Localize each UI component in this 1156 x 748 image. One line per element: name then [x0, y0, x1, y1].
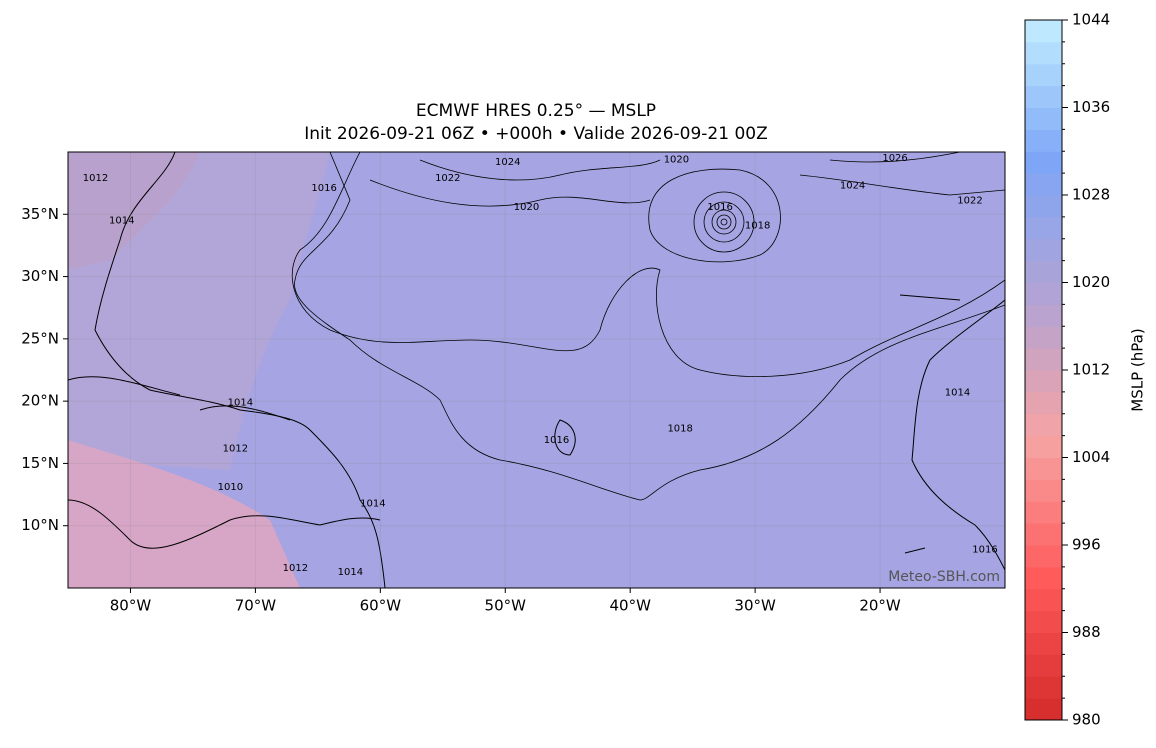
colorbar-band: [1025, 107, 1062, 130]
colorbar-band: [1025, 216, 1062, 240]
colorbar-band: [1025, 566, 1062, 590]
map-field: [68, 152, 1005, 588]
x-tick-label: 60°W: [360, 597, 402, 615]
contour-label: 1022: [957, 196, 982, 207]
colorbar-band: [1025, 501, 1062, 524]
colorbar-band: [1025, 632, 1062, 655]
contour-label: 1024: [840, 181, 865, 192]
colorbar-band: [1025, 479, 1062, 502]
chart-title: ECMWF HRES 0.25° — MSLP: [416, 101, 656, 121]
contour-label: 1016: [544, 435, 569, 446]
contour-label: 1024: [495, 157, 520, 168]
contour-label: 1012: [83, 173, 108, 184]
colorbar-tick-label: 1012: [1072, 361, 1110, 379]
colorbar-band: [1025, 610, 1062, 633]
colorbar-tick-label: 1044: [1072, 11, 1110, 29]
colorbar-label: MSLP (hPa): [1129, 328, 1147, 411]
contour-label: 1016: [972, 544, 997, 555]
y-tick-label: 10°N: [21, 516, 59, 534]
colorbar-band: [1025, 391, 1062, 415]
y-tick-label: 25°N: [21, 329, 59, 347]
colorbar-band: [1025, 238, 1062, 262]
map-frame: [67, 151, 1006, 589]
contour-label: 1018: [745, 220, 770, 231]
x-tick-label: 20°W: [859, 597, 901, 615]
contour-label: 1020: [514, 202, 539, 213]
colorbar-band: [1025, 326, 1062, 349]
watermark: Meteo-SBH.com: [888, 569, 1000, 585]
contour-label: 1014: [360, 498, 385, 509]
colorbar-band: [1025, 282, 1062, 305]
colorbar-band: [1025, 654, 1062, 677]
colorbar-tick-label: 996: [1072, 536, 1101, 554]
colorbar-band: [1025, 545, 1062, 568]
chart-subtitle: Init 2026-09-21 06Z • +000h • Valide 202…: [304, 124, 768, 144]
contour-label: 1014: [228, 397, 253, 408]
y-tick-label: 20°N: [21, 392, 59, 410]
y-tick-label: 30°N: [21, 267, 59, 285]
colorbar-band: [1025, 85, 1062, 108]
contour-label: 1026: [882, 153, 907, 164]
contour-label: 1014: [109, 216, 134, 227]
colorbar-band: [1025, 457, 1062, 480]
colorbar-band: [1025, 523, 1062, 546]
colorbar-tick-label: 1036: [1072, 98, 1110, 116]
colorbar-band: [1025, 195, 1062, 218]
contour-label: 1022: [435, 173, 460, 184]
contour-label: 1012: [223, 443, 248, 454]
x-tick-label: 70°W: [235, 597, 277, 615]
colorbar-tick-label: 1020: [1072, 273, 1110, 291]
colorbar-band: [1025, 413, 1062, 437]
contour-label: 1020: [664, 154, 689, 165]
colorbar-band: [1025, 260, 1062, 283]
contour-label: 1016: [311, 183, 336, 194]
y-tick-label: 35°N: [21, 205, 59, 223]
x-tick-label: 40°W: [609, 597, 651, 615]
x-tick-label: 80°W: [110, 597, 152, 615]
colorbar-band: [1025, 698, 1062, 721]
contour-label: 1016: [707, 202, 732, 213]
contour-label: 1014: [338, 567, 363, 578]
colorbar-tick-label: 1004: [1072, 448, 1110, 466]
colorbar-band: [1025, 20, 1062, 43]
contour-label: 1014: [945, 387, 970, 398]
x-tick-label: 30°W: [734, 597, 776, 615]
colorbar-band: [1025, 435, 1062, 458]
colorbar-band: [1025, 588, 1062, 612]
y-tick-label: 15°N: [21, 454, 59, 472]
colorbar-band: [1025, 41, 1062, 65]
contour-label: 1012: [283, 563, 308, 574]
colorbar-band: [1025, 129, 1062, 152]
colorbar-band: [1025, 151, 1062, 174]
colorbar-band: [1025, 676, 1062, 699]
colorbar-band: [1025, 370, 1062, 393]
colorbar-band: [1025, 63, 1062, 87]
colorbar-band: [1025, 173, 1062, 196]
contour-label: 1018: [667, 424, 692, 435]
contour-label: 1010: [218, 482, 243, 493]
x-tick-label: 50°W: [485, 597, 527, 615]
colorbar-tick-label: 980: [1072, 711, 1101, 729]
colorbar-tick-label: 1028: [1072, 186, 1110, 204]
colorbar-band: [1025, 304, 1062, 327]
colorbar-tick-label: 988: [1072, 623, 1101, 641]
colorbar-band: [1025, 348, 1062, 371]
